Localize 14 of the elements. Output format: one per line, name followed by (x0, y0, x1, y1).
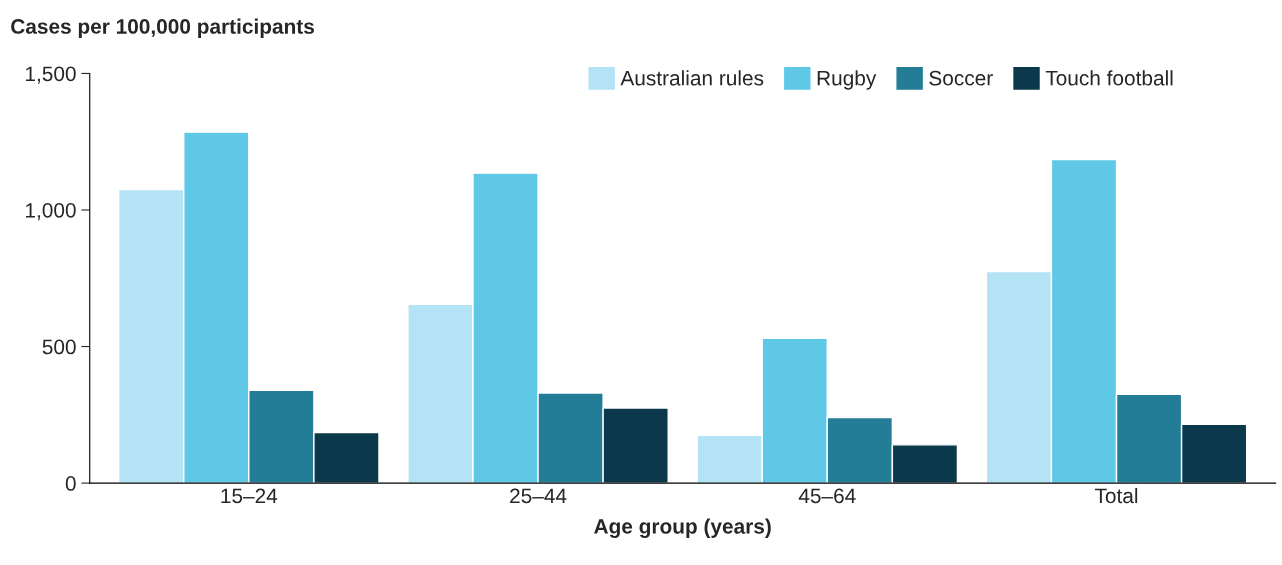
x-tick-label: 25–44 (510, 488, 567, 504)
y-tick-label: 1,000 (26, 202, 76, 221)
y-axis-title: Cases per 100,000 participants (11, 18, 314, 38)
legend-label: Australian rules (620, 70, 764, 86)
x-tick-label: Total (1094, 487, 1138, 504)
legend-label: Touch football (1045, 70, 1173, 86)
y-tick-label: 500 (42, 339, 76, 355)
x-axis-title: Age group (years) (594, 518, 771, 538)
legend-label: Rugby (817, 70, 877, 90)
x-tick-label: 15–24 (221, 488, 278, 504)
legend-label: Soccer (929, 70, 993, 86)
y-tick-label: 1,500 (26, 66, 76, 84)
x-tick-label: 45–64 (798, 488, 856, 504)
y-tick-label: 0 (65, 476, 76, 491)
